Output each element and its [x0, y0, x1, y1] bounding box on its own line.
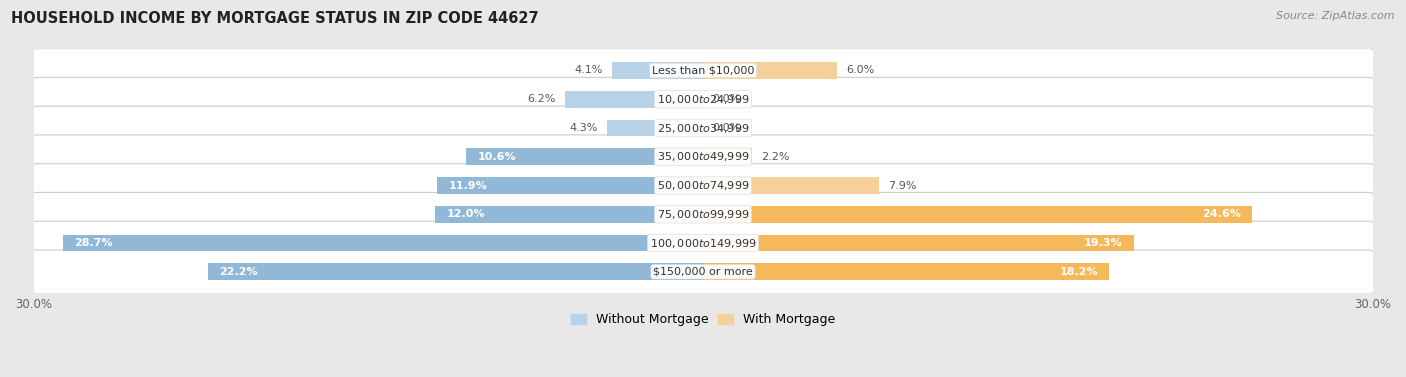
Text: $100,000 to $149,999: $100,000 to $149,999 — [650, 236, 756, 250]
FancyBboxPatch shape — [30, 192, 1376, 236]
Text: 11.9%: 11.9% — [449, 181, 488, 190]
Bar — [703, 264, 1109, 280]
Text: 28.7%: 28.7% — [73, 238, 112, 248]
Text: 18.2%: 18.2% — [1059, 267, 1098, 277]
Bar — [467, 149, 703, 165]
Bar — [703, 206, 1251, 223]
FancyBboxPatch shape — [30, 164, 1376, 207]
Bar — [703, 177, 879, 194]
Text: 4.1%: 4.1% — [574, 66, 603, 75]
Bar — [703, 62, 837, 79]
Bar — [612, 62, 703, 79]
Text: $75,000 to $99,999: $75,000 to $99,999 — [657, 208, 749, 221]
Text: HOUSEHOLD INCOME BY MORTGAGE STATUS IN ZIP CODE 44627: HOUSEHOLD INCOME BY MORTGAGE STATUS IN Z… — [11, 11, 538, 26]
Text: 24.6%: 24.6% — [1202, 209, 1241, 219]
Bar — [208, 264, 703, 280]
Text: $35,000 to $49,999: $35,000 to $49,999 — [657, 150, 749, 163]
Text: $25,000 to $34,999: $25,000 to $34,999 — [657, 121, 749, 135]
FancyBboxPatch shape — [30, 77, 1376, 121]
Text: $150,000 or more: $150,000 or more — [654, 267, 752, 277]
Text: 0.0%: 0.0% — [711, 123, 740, 133]
FancyBboxPatch shape — [30, 106, 1376, 150]
Text: Less than $10,000: Less than $10,000 — [652, 66, 754, 75]
Text: 12.0%: 12.0% — [446, 209, 485, 219]
Text: 22.2%: 22.2% — [219, 267, 257, 277]
Text: $50,000 to $74,999: $50,000 to $74,999 — [657, 179, 749, 192]
FancyBboxPatch shape — [30, 221, 1376, 265]
Text: 6.0%: 6.0% — [846, 66, 875, 75]
Bar — [607, 120, 703, 136]
Text: 2.2%: 2.2% — [761, 152, 790, 162]
Text: 7.9%: 7.9% — [889, 181, 917, 190]
Text: 6.2%: 6.2% — [527, 94, 555, 104]
Bar — [436, 206, 703, 223]
Text: $10,000 to $24,999: $10,000 to $24,999 — [657, 93, 749, 106]
FancyBboxPatch shape — [30, 49, 1376, 92]
Text: 4.3%: 4.3% — [569, 123, 598, 133]
Text: 0.0%: 0.0% — [711, 94, 740, 104]
Text: 10.6%: 10.6% — [478, 152, 516, 162]
Bar — [437, 177, 703, 194]
Bar — [703, 235, 1133, 251]
FancyBboxPatch shape — [30, 250, 1376, 294]
FancyBboxPatch shape — [30, 135, 1376, 179]
Text: Source: ZipAtlas.com: Source: ZipAtlas.com — [1277, 11, 1395, 21]
Bar — [703, 149, 752, 165]
Bar — [565, 91, 703, 107]
Text: 19.3%: 19.3% — [1084, 238, 1122, 248]
Bar — [62, 235, 703, 251]
Legend: Without Mortgage, With Mortgage: Without Mortgage, With Mortgage — [565, 308, 841, 331]
